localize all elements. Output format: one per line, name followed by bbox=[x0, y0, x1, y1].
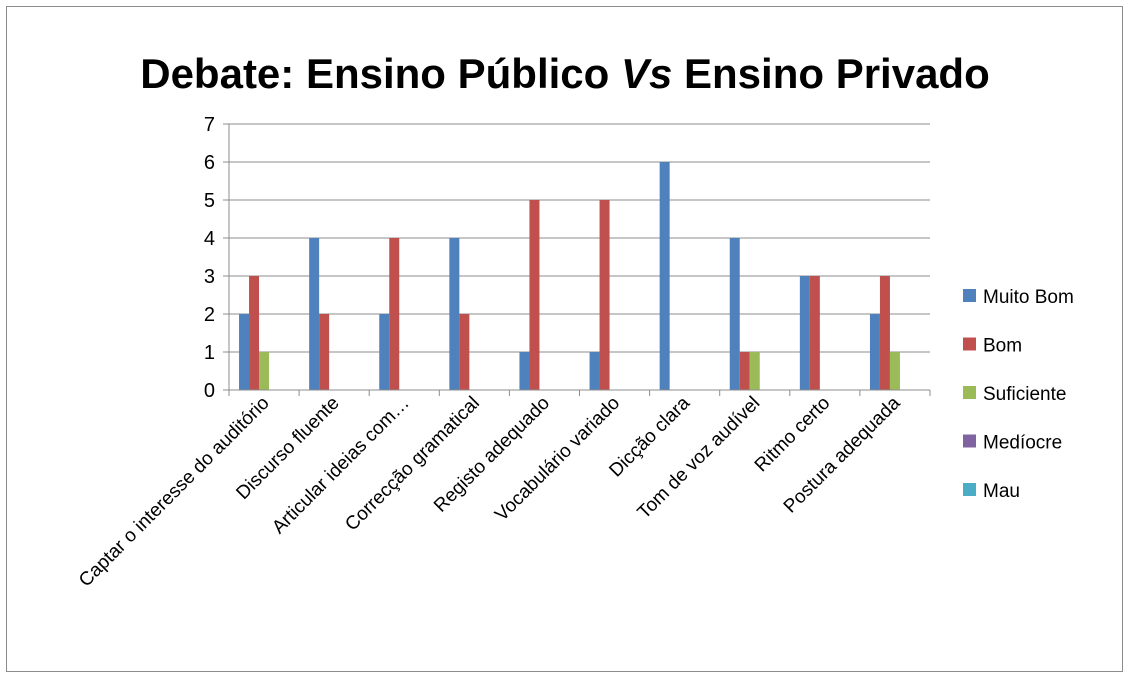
legend-label: Bom bbox=[983, 336, 1022, 357]
x-tick-label: Articular ideias com… bbox=[268, 393, 414, 539]
x-tick-labels: Captar o interesse do auditórioDiscurso … bbox=[75, 392, 905, 591]
bar bbox=[459, 314, 470, 390]
bar bbox=[379, 314, 390, 390]
legend-swatch bbox=[963, 386, 976, 399]
x-tick-label: Tom de voz audível bbox=[634, 393, 765, 524]
legend: Muito Bom Bom Suficiente Medíocre Mau bbox=[963, 287, 1074, 502]
bar bbox=[239, 314, 250, 390]
bar bbox=[809, 276, 820, 390]
chart-title-part2: Ensino Privado bbox=[672, 50, 989, 97]
y-tick-label: 0 bbox=[204, 380, 215, 402]
bars bbox=[239, 162, 900, 390]
legend-label: Medíocre bbox=[983, 433, 1062, 454]
axes bbox=[228, 124, 931, 396]
bar bbox=[599, 200, 610, 390]
chart-title-vs: Vs bbox=[621, 50, 672, 97]
bar bbox=[529, 200, 540, 390]
bar bbox=[729, 238, 740, 390]
bar bbox=[799, 276, 810, 390]
bar bbox=[319, 314, 330, 390]
bar bbox=[249, 276, 260, 390]
bar bbox=[879, 276, 890, 390]
bar bbox=[659, 162, 670, 390]
y-tick-label: 1 bbox=[204, 342, 215, 364]
bar bbox=[869, 314, 880, 390]
y-tick-label: 2 bbox=[204, 304, 215, 326]
legend-swatch bbox=[963, 434, 976, 448]
chart-frame bbox=[6, 6, 1123, 672]
bar bbox=[259, 352, 270, 390]
bar bbox=[519, 352, 530, 390]
x-tick-label: Registo adequado bbox=[430, 393, 554, 517]
chart-title-part1: Debate: Ensino Público bbox=[140, 50, 621, 97]
legend-label: Mau bbox=[983, 481, 1020, 502]
bar bbox=[749, 352, 760, 390]
legend-swatch bbox=[963, 337, 976, 351]
x-tick-label: Vocabulário variado bbox=[491, 393, 624, 526]
legend-label: Suficiente bbox=[983, 384, 1066, 405]
y-tick-label: 6 bbox=[204, 152, 215, 174]
legend-swatch bbox=[963, 289, 976, 302]
legend-swatch bbox=[963, 483, 976, 496]
legend-label: Muito Bom bbox=[983, 287, 1074, 308]
y-tick-labels: 0 1 2 3 4 5 6 7 bbox=[204, 114, 215, 402]
y-tick-label: 3 bbox=[204, 266, 215, 288]
x-tick-label: Postura adequada bbox=[780, 392, 905, 517]
x-tick-label: Correcção gramatical bbox=[341, 393, 484, 536]
bar bbox=[449, 238, 460, 390]
bar bbox=[889, 352, 900, 390]
bar bbox=[309, 238, 320, 390]
y-tick-label: 5 bbox=[204, 190, 215, 212]
bar bbox=[589, 352, 600, 390]
chart-title: Debate: Ensino Público Vs Ensino Privado bbox=[140, 50, 990, 97]
bar bbox=[739, 352, 750, 390]
bar bbox=[389, 238, 400, 390]
y-tick-label: 4 bbox=[204, 228, 215, 250]
y-tick-label: 7 bbox=[204, 114, 215, 136]
